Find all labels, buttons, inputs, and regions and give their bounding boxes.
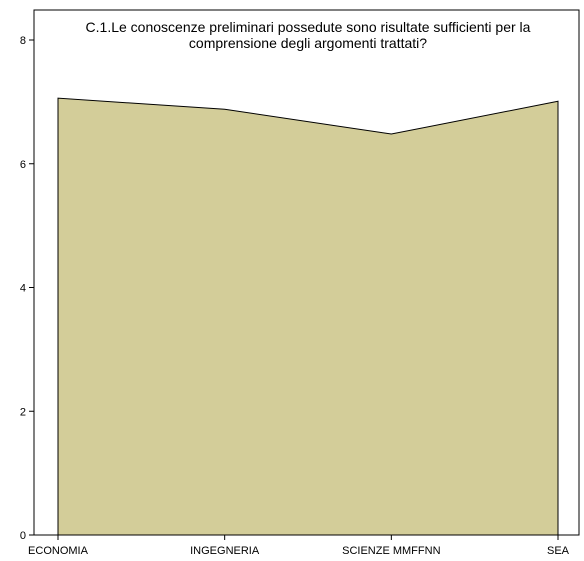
x-tick-label: INGEGNERIA bbox=[190, 545, 260, 557]
x-tick-label: ECONOMIA bbox=[28, 545, 89, 557]
y-tick-label: 0 bbox=[20, 530, 26, 542]
chart-title-line-2: comprensione degli argomenti trattati? bbox=[189, 35, 427, 51]
x-tick-label: SEA bbox=[547, 545, 570, 557]
y-axis: 0 2 4 6 8 bbox=[20, 35, 34, 542]
y-tick-label: 8 bbox=[20, 35, 26, 47]
x-tick-label: SCIENZE MMFFNN bbox=[342, 545, 440, 557]
y-tick-label: 4 bbox=[20, 283, 26, 295]
y-tick-label: 2 bbox=[20, 406, 26, 418]
area-series bbox=[57, 97, 559, 536]
y-tick-label: 6 bbox=[20, 159, 26, 171]
x-axis: ECONOMIA INGEGNERIA SCIENZE MMFFNN SEA bbox=[28, 535, 570, 557]
chart-title-line-1: C.1.Le conoscenze preliminari possedute … bbox=[86, 19, 531, 35]
